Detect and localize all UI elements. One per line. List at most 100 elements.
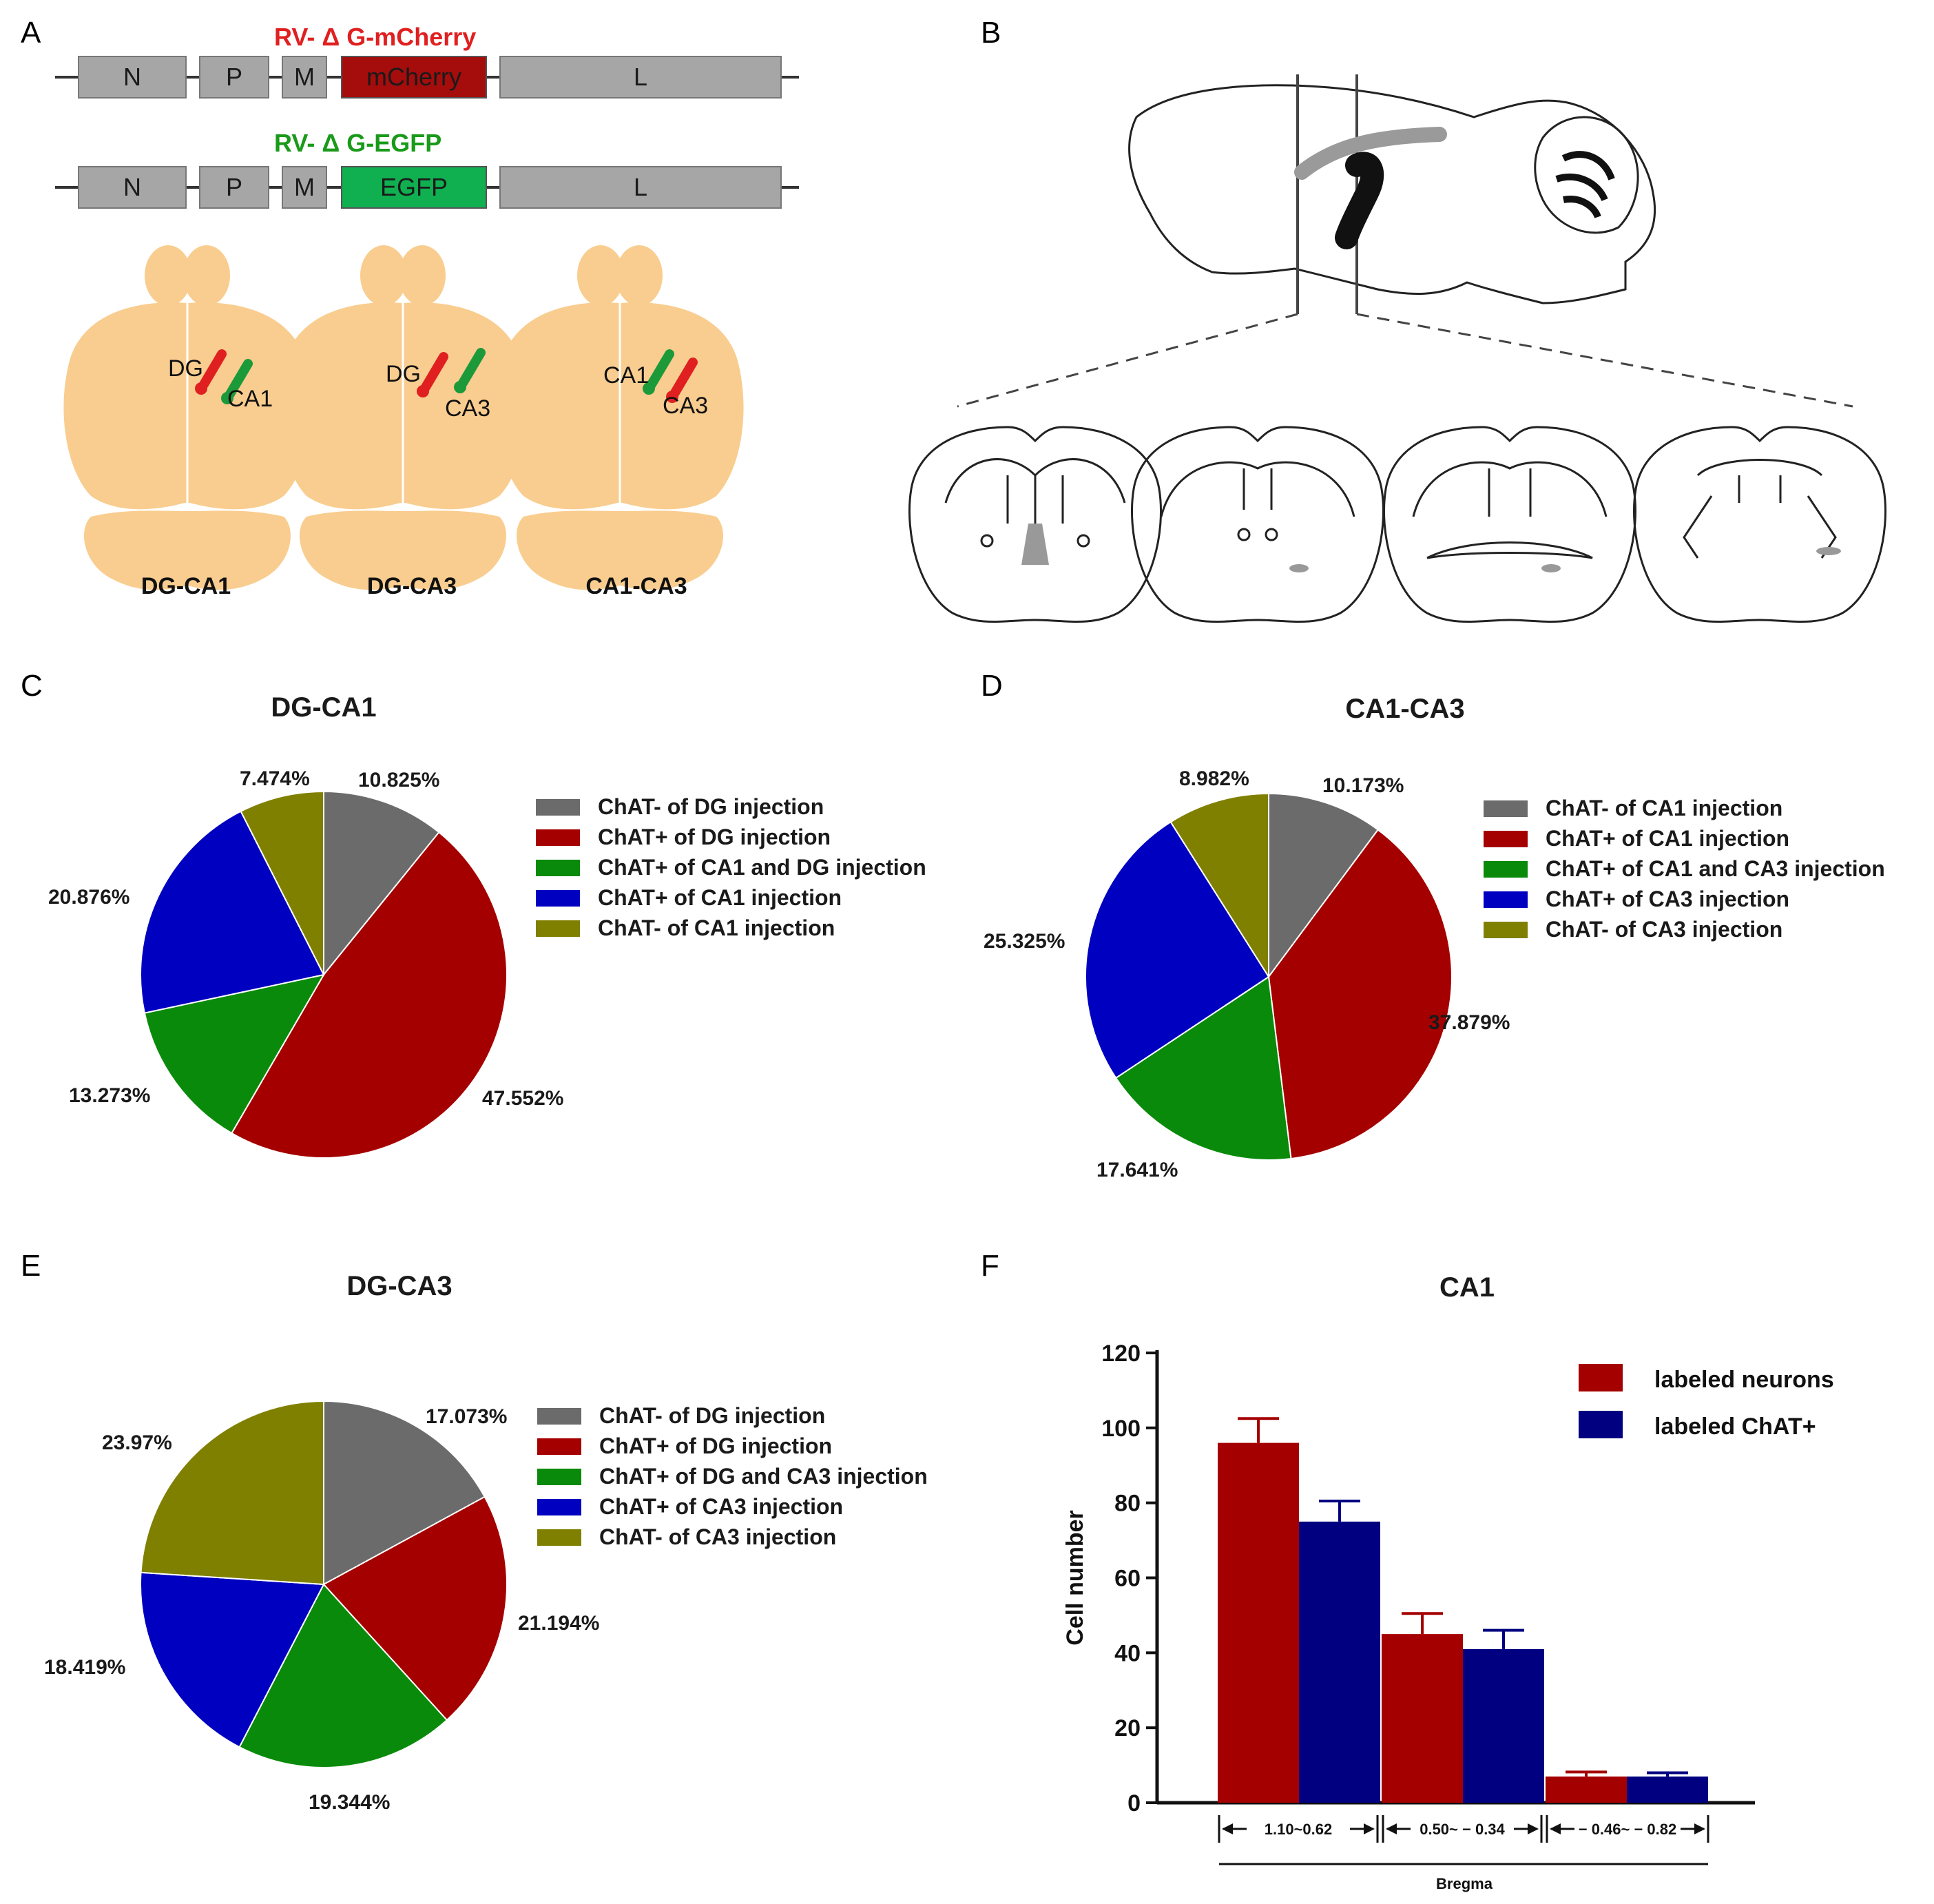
pie-value-label: 17.641%: [1096, 1159, 1178, 1181]
pie-chart-ca1-ca3: 10.173% 37.879% 17.641% 25.325% 8.982% ChAT- …: [984, 767, 1885, 1181]
legend-label: ChAT- of CA3 injection: [599, 1524, 836, 1549]
mouse-brain-dg-ca1: [62, 244, 313, 591]
legend-swatch: [537, 1529, 581, 1546]
injection-label: DG: [386, 361, 421, 387]
panel-letter-e: E: [21, 1249, 41, 1283]
range-arrowhead: [1222, 1823, 1233, 1834]
y-tick-label: 60: [1114, 1566, 1141, 1592]
sagittal-brain-diagram: [1128, 74, 1656, 314]
legend-swatch: [1484, 922, 1528, 938]
bar: [1627, 1776, 1708, 1803]
injection-label: DG: [168, 355, 203, 382]
legend-swatch: [537, 1499, 581, 1515]
segment-p: [199, 166, 269, 209]
pie-value-label: 21.194%: [518, 1612, 599, 1635]
segment-label: M: [294, 173, 315, 201]
pie-value-label: 10.173%: [1322, 774, 1404, 797]
legend-label: ChAT+ of DG and CA3 injection: [599, 1464, 928, 1489]
hippocampus-shade: [1294, 127, 1447, 180]
bar: [1382, 1634, 1463, 1803]
segment-label: M: [294, 63, 315, 91]
segment-label: L: [634, 173, 647, 201]
y-tick-label: 0: [1127, 1790, 1141, 1817]
bar-chart-ca1: 0 20 40 60 80 100 120 Cell number 1.10~0.62 0.50~…: [1062, 1341, 1834, 1892]
pie-slice: [1085, 820, 1270, 1079]
pie-value-label: 10.825%: [358, 769, 439, 791]
pie-value-label: 47.552%: [482, 1087, 563, 1110]
pie-slice: [231, 831, 508, 1159]
pie-slice: [140, 1571, 325, 1748]
segment-p: [199, 56, 269, 99]
segment-l: [499, 56, 782, 99]
pie-slice: [323, 1400, 486, 1586]
legend-swatch: [1484, 861, 1528, 878]
legend-swatch: [537, 1408, 581, 1425]
injection-marks-2: DG CA3: [386, 348, 490, 422]
legend-swatch: [537, 1438, 581, 1455]
injection-marks-1: DG CA1: [168, 349, 273, 412]
legend-label: ChAT+ of CA1 injection: [1546, 826, 1789, 851]
panel-letter-d: D: [981, 669, 1003, 703]
segment-m: [282, 166, 327, 209]
legend-swatch: [536, 829, 580, 846]
pie-value-label: 7.474%: [240, 767, 310, 790]
structure-dark: [1335, 152, 1384, 249]
range-arrowhead: [1364, 1823, 1375, 1834]
legend-swatch: [1484, 800, 1528, 817]
coronal-sections: [908, 426, 1886, 623]
legend-swatch: [1579, 1364, 1623, 1391]
panel-letter-a: A: [21, 16, 41, 50]
segment-mcherry: [341, 56, 487, 99]
segment-label: mCherry: [366, 63, 461, 91]
segment-label: N: [123, 173, 141, 201]
pie-slice: [1268, 792, 1380, 980]
injection-label: CA3: [663, 393, 708, 419]
bar: [1546, 1776, 1627, 1803]
pie-slice: [240, 790, 324, 975]
pie-chart-dg-ca1: 10.825% 47.552% 13.273% 20.876% 7.474% ChAT- …: [48, 767, 926, 1159]
pie-value-label: 19.344%: [309, 1791, 390, 1814]
pie-slice: [140, 810, 325, 1014]
mouse-caption: DG-CA1: [141, 573, 231, 599]
y-axis-label: Cell number: [1062, 1510, 1088, 1645]
mouse-caption: CA1-CA3: [585, 573, 687, 599]
legend-label: ChAT+ of DG injection: [599, 1434, 832, 1458]
bar: [1218, 1442, 1299, 1803]
segment-n: [78, 166, 187, 209]
pie-value-label: 18.419%: [44, 1656, 125, 1679]
segment-egfp: [341, 166, 487, 209]
panel-letter-b: B: [981, 16, 1001, 50]
x-axis-label: Bregma: [1436, 1875, 1493, 1892]
legend-swatch: [1484, 891, 1528, 908]
y-tick-label: 100: [1101, 1416, 1141, 1442]
projection-line: [957, 313, 1298, 408]
injection-label: CA3: [445, 395, 490, 422]
range-arrowhead: [1694, 1823, 1705, 1834]
legend-label: ChAT+ of CA3 injection: [599, 1494, 843, 1519]
chart-title: DG-CA3: [346, 1271, 452, 1301]
legend-label: ChAT+ of CA3 injection: [1546, 887, 1789, 911]
legend-label: labeled ChAT+: [1654, 1414, 1816, 1440]
projection-line: [1356, 313, 1853, 408]
range-arrowhead: [1386, 1823, 1397, 1834]
legend-swatch: [536, 860, 580, 876]
legend-label: ChAT- of CA1 injection: [1546, 796, 1782, 820]
segment-l: [499, 166, 782, 209]
range-arrowhead: [1528, 1823, 1539, 1834]
construct-mcherry-title: RV- Δ G-mCherry: [274, 23, 476, 51]
pie-value-label: 20.876%: [48, 886, 129, 909]
injection-marks-3: CA1 CA3: [603, 349, 708, 419]
legend-swatch: [536, 890, 580, 907]
legend-label: ChAT+ of DG injection: [598, 825, 831, 849]
y-tick-label: 20: [1114, 1715, 1141, 1741]
bar: [1463, 1648, 1544, 1803]
legend-swatch: [536, 920, 580, 937]
legend-label: ChAT- of DG injection: [599, 1403, 825, 1428]
bar: [1299, 1521, 1380, 1803]
pie-slice: [143, 973, 325, 1135]
pie-slice: [1267, 829, 1453, 1160]
segment-label: P: [226, 63, 242, 91]
pie-slice: [140, 1400, 324, 1586]
pie-value-label: 23.97%: [102, 1431, 172, 1454]
